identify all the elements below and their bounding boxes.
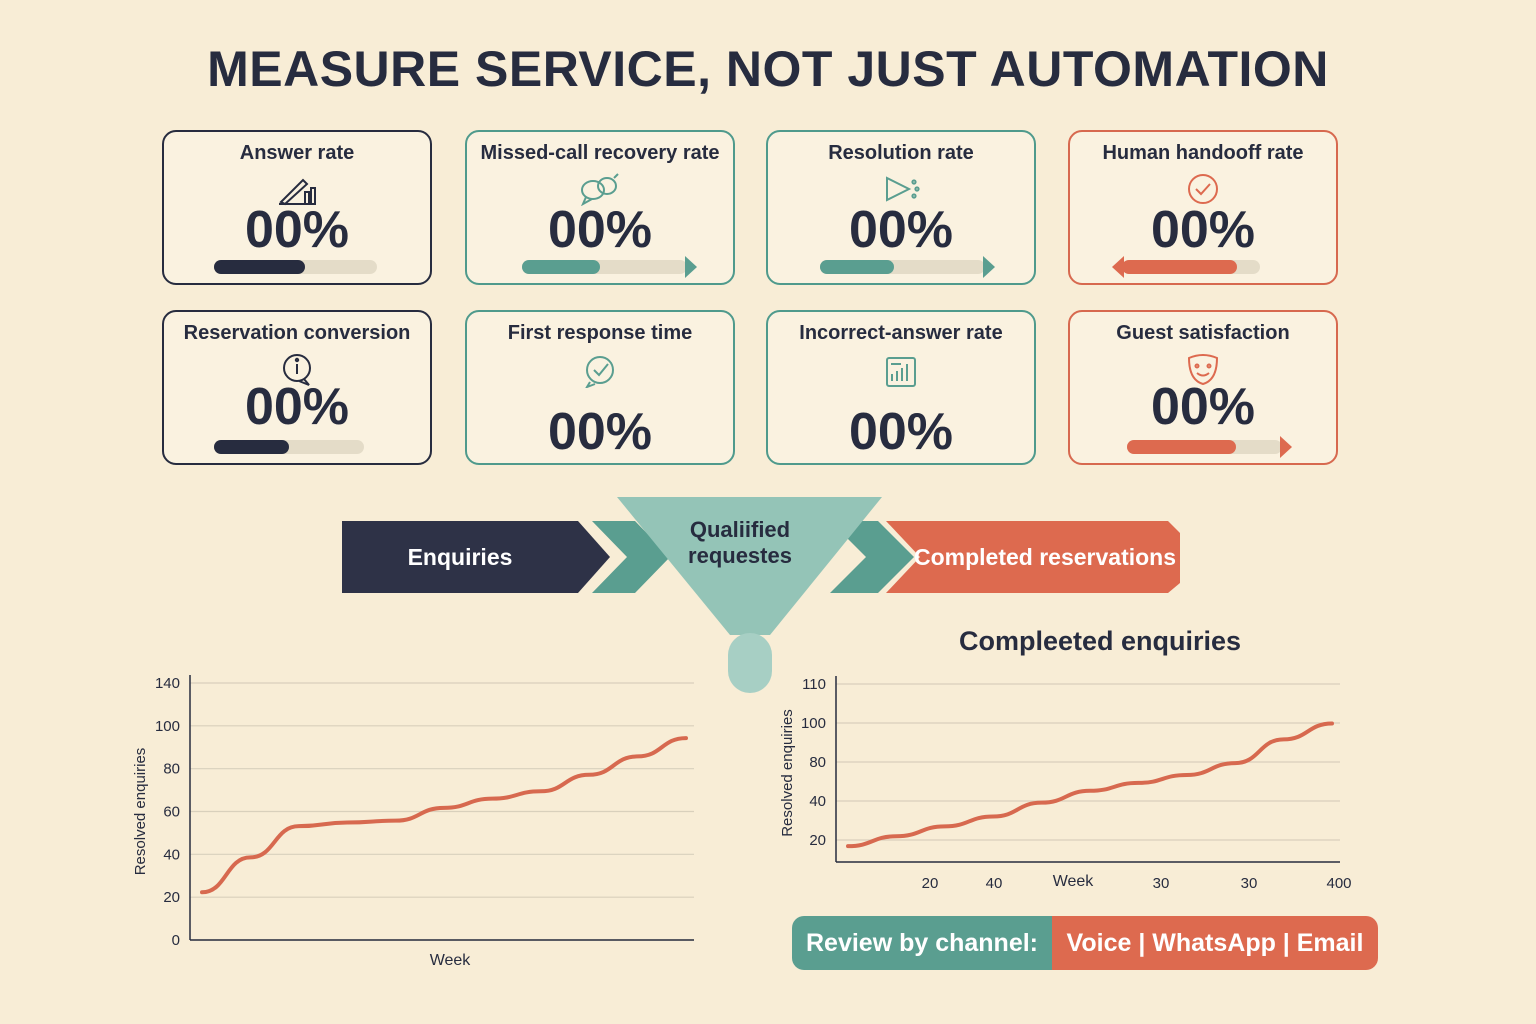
metric-value: 00% bbox=[848, 403, 954, 461]
y-axis-label: Resolved enquiries bbox=[779, 709, 796, 837]
metric-progress-fill bbox=[214, 260, 305, 274]
y-tick-label: 110 bbox=[802, 676, 826, 693]
y-tick-label: 80 bbox=[163, 761, 180, 778]
metric-progress-bar bbox=[214, 260, 377, 274]
chat-bubbles-icon bbox=[580, 172, 620, 207]
arrow-right-icon bbox=[983, 256, 995, 278]
info-bubble-icon bbox=[277, 352, 317, 386]
y-tick-label: 80 bbox=[809, 754, 826, 771]
chart-completed-enquiries: 20 40 80 100 110 20 40 30 30 400 Week Resolved enqu… bbox=[779, 676, 1352, 892]
series-line bbox=[846, 721, 1334, 849]
page-title: MEASURE SERVICE, NOT JUST AUTOMATION bbox=[207, 41, 1329, 97]
metric-value: 00% bbox=[848, 201, 954, 259]
metric-label: Human handooff rate bbox=[1102, 142, 1304, 164]
channel-review-bar: Review by channel: Voice | WhatsApp | Em… bbox=[792, 916, 1378, 970]
y-tick-label: 40 bbox=[163, 846, 180, 863]
x-tick-label: 40 bbox=[986, 875, 1003, 892]
x-tick-label: 400 bbox=[1326, 875, 1351, 892]
channel-review-channels: Voice | WhatsApp | Email bbox=[1052, 916, 1378, 970]
chart2-title: Compleeted enquiries bbox=[958, 626, 1242, 656]
metric-label: Resolution rate bbox=[828, 142, 974, 164]
metric-progress-fill bbox=[522, 260, 600, 274]
metric-label: First response time bbox=[507, 322, 693, 344]
arrow-left-icon bbox=[1112, 256, 1124, 278]
metric-card: Incorrect-answer rate 00% bbox=[766, 310, 1036, 465]
metric-value: 00% bbox=[1150, 201, 1256, 259]
metric-label: Incorrect-answer rate bbox=[799, 322, 1003, 344]
y-tick-label: 20 bbox=[809, 832, 826, 849]
smiley-mask-icon bbox=[1183, 352, 1223, 386]
metric-card: First response time 00% bbox=[465, 310, 735, 465]
y-tick-label: 0 bbox=[172, 932, 180, 949]
funnel-graphic bbox=[342, 497, 1180, 693]
funnel-cone bbox=[617, 497, 882, 635]
metric-card: Reservation conversion 00% bbox=[162, 310, 432, 465]
metric-progress-bar bbox=[522, 256, 697, 278]
metric-value: 00% bbox=[244, 378, 350, 436]
check-circle-icon bbox=[1183, 172, 1223, 206]
arrow-right-icon bbox=[1280, 436, 1292, 458]
chart-resolved-enquiries: 0 20 40 60 80 100 140 Week Resolved enquiries bbox=[132, 675, 694, 969]
metric-value: 00% bbox=[547, 403, 653, 461]
y-tick-label: 140 bbox=[155, 675, 180, 692]
y-tick-label: 20 bbox=[163, 889, 180, 906]
y-tick-label: 100 bbox=[155, 718, 180, 735]
metric-progress-fill bbox=[1122, 260, 1237, 274]
metric-card: Answer rate 00% bbox=[162, 130, 432, 285]
y-tick-label: 40 bbox=[809, 793, 826, 810]
metric-card: Resolution rate 00% bbox=[766, 130, 1036, 285]
arrow-right-icon bbox=[685, 256, 697, 278]
funnel-step-enquiries-shape bbox=[342, 521, 610, 593]
funnel-step-completed: Completed reservations bbox=[913, 544, 1177, 570]
send-arrow-icon bbox=[881, 172, 921, 206]
metric-label: Reservation conversion bbox=[183, 322, 411, 344]
metric-progress-fill bbox=[1127, 440, 1236, 454]
metric-card: Missed-call recovery rate 00% bbox=[465, 130, 735, 285]
metric-card: Human handooff rate 00% bbox=[1068, 130, 1338, 285]
y-tick-label: 100 bbox=[801, 715, 826, 732]
metric-progress-fill bbox=[820, 260, 894, 274]
y-tick-label: 60 bbox=[163, 804, 180, 821]
x-tick-label: 30 bbox=[1153, 875, 1170, 892]
metric-value: 00% bbox=[244, 201, 350, 259]
metric-value: 00% bbox=[1150, 378, 1256, 436]
x-axis-label: Week bbox=[1053, 873, 1095, 890]
series-line bbox=[200, 736, 688, 895]
funnel-arrow-left bbox=[592, 521, 670, 593]
metric-value: 00% bbox=[547, 201, 653, 259]
funnel-spout bbox=[728, 633, 772, 693]
pen-chart-icon bbox=[277, 172, 317, 206]
metric-progress-bar bbox=[214, 440, 364, 454]
metric-label: Answer rate bbox=[239, 142, 355, 164]
metric-card: Guest satisfaction 00% bbox=[1068, 310, 1338, 465]
channel-review-label: Review by channel: bbox=[792, 916, 1052, 970]
x-axis-label: Week bbox=[430, 952, 472, 969]
funnel-step-qualified: Qualiified requestes bbox=[688, 517, 792, 568]
y-axis-label: Resolved enquiries bbox=[132, 748, 149, 876]
funnel-arrow-right bbox=[830, 521, 914, 593]
metric-progress-fill bbox=[214, 440, 289, 454]
metric-label: Guest satisfaction bbox=[1116, 322, 1290, 344]
metric-progress-bar bbox=[1112, 256, 1260, 278]
x-tick-label: 30 bbox=[1241, 875, 1258, 892]
x-tick-label: 20 bbox=[922, 875, 939, 892]
funnel-step-enquiries: Enquiries bbox=[407, 544, 513, 570]
metric-label: Missed-call recovery rate bbox=[480, 142, 720, 164]
metric-progress-bar bbox=[1127, 436, 1292, 458]
check-bubble-icon bbox=[580, 354, 620, 389]
metric-progress-bar bbox=[820, 256, 995, 278]
funnel-step-completed-shape bbox=[886, 521, 1180, 593]
document-chart-icon bbox=[881, 354, 921, 388]
